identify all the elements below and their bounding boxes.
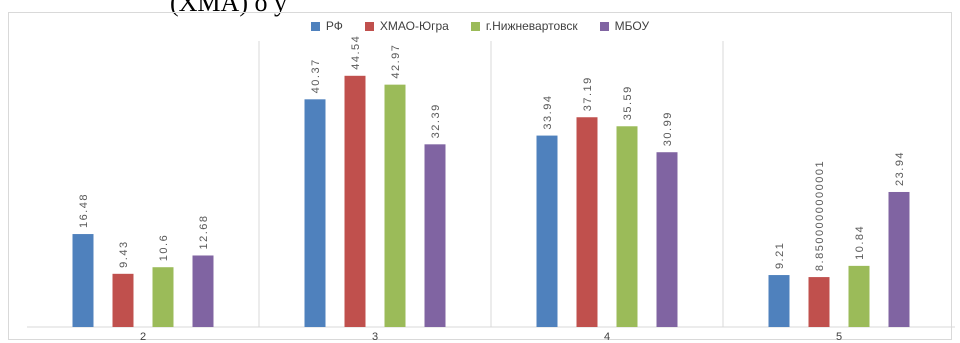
bar-mbou-2 (192, 255, 214, 327)
bar-rf-3 (304, 99, 326, 327)
bar-rf-4 (536, 135, 558, 327)
bar-mbou-3 (424, 144, 446, 327)
bar-nizhnevartovsk-4 (616, 126, 638, 327)
data-label-rf-4: 33.94 (542, 95, 554, 130)
data-label-hmao-3: 44.54 (350, 35, 362, 70)
legend-swatch-rf (310, 21, 320, 31)
legend-item-rf: РФ (310, 17, 343, 35)
data-label-mbou-4: 30.99 (662, 111, 674, 146)
data-label-rf-3: 40.37 (310, 58, 322, 93)
x-tick-label-5: 5 (836, 331, 842, 343)
legend-swatch-hmao (364, 21, 374, 31)
data-label-mbou-2: 12.68 (198, 214, 210, 249)
bar-rf-2 (72, 234, 94, 327)
x-tick-label-3: 3 (372, 331, 378, 343)
legend-swatch-nizhnevartovsk (470, 21, 480, 31)
legend-label-hmao: ХМАО-Югра (379, 19, 449, 33)
data-label-hmao-4: 37.19 (582, 76, 594, 111)
data-label-rf-5: 9.21 (774, 242, 786, 269)
chart-legend: РФ ХМАО-Югра г.Нижневартовск МБОУ (0, 17, 960, 35)
legend-label-mbou: МБОУ (614, 19, 650, 33)
bar-mbou-5 (888, 191, 910, 327)
data-label-hmao-5: 8.8500000000001 (814, 160, 826, 271)
bar-hmao-5 (808, 277, 830, 327)
data-label-nizhnevartovsk-5: 10.84 (854, 225, 866, 260)
legend-item-hmao: ХМАО-Югра (364, 17, 449, 35)
chart-area (8, 12, 952, 340)
data-label-nizhnevartovsk-4: 35.59 (622, 85, 634, 120)
x-tick-label-2: 2 (140, 331, 146, 343)
x-tick-label-4: 4 (604, 331, 610, 343)
data-label-nizhnevartovsk-3: 42.97 (390, 44, 402, 79)
bar-mbou-4 (656, 152, 678, 327)
data-label-hmao-2: 9.43 (118, 240, 130, 267)
legend-item-nizhnevartovsk: г.Нижневартовск (470, 17, 578, 35)
legend-label-rf: РФ (325, 19, 343, 33)
legend-label-nizhnevartovsk: г.Нижневартовск (485, 19, 578, 33)
legend-item-mbou: МБОУ (599, 17, 650, 35)
legend-swatch-mbou (599, 21, 609, 31)
data-label-nizhnevartovsk-2: 10.6 (158, 234, 170, 261)
data-label-mbou-5: 23.94 (894, 151, 906, 186)
bar-hmao-2 (112, 273, 134, 327)
bar-hmao-3 (344, 75, 366, 327)
bar-hmao-4 (576, 117, 598, 327)
data-label-rf-2: 16.48 (78, 193, 90, 228)
data-label-mbou-3: 32.39 (430, 103, 442, 138)
bar-nizhnevartovsk-3 (384, 84, 406, 327)
bar-rf-5 (768, 275, 790, 327)
bar-nizhnevartovsk-2 (152, 267, 174, 327)
bar-nizhnevartovsk-5 (848, 265, 870, 327)
